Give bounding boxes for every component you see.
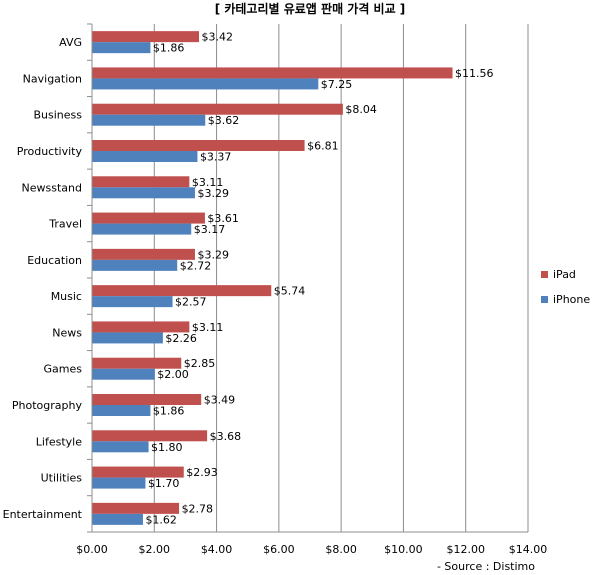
- category-label: Navigation: [23, 72, 82, 85]
- x-tick-label: $10.00: [384, 543, 423, 556]
- bar-iphone-photography: [92, 405, 151, 416]
- legend-swatch-iphone: [541, 296, 548, 303]
- data-label: $1.86: [153, 405, 185, 418]
- bar-iphone-lifestyle: [92, 441, 149, 453]
- data-label: $1.80: [151, 441, 183, 454]
- data-label: $1.70: [148, 477, 180, 490]
- data-label: $7.25: [321, 78, 353, 91]
- bar-ipad-news: [92, 321, 190, 333]
- bar-ipad-education: [92, 248, 195, 260]
- bar-ipad-utilities: [92, 466, 184, 478]
- category-label: Newsstand: [22, 181, 82, 194]
- data-label: $1.86: [153, 42, 185, 55]
- bar-iphone-navigation: [92, 78, 319, 90]
- data-label: $6.81: [307, 140, 339, 153]
- bar-ipad-productivity: [92, 140, 305, 151]
- bar-iphone-music: [92, 296, 173, 308]
- gridlines: [153, 24, 529, 532]
- x-tick-label: $4.00: [201, 543, 233, 556]
- category-label: Business: [33, 109, 82, 122]
- bar-iphone-business: [92, 114, 206, 126]
- bar-ipad-music: [92, 285, 272, 297]
- data-label: $3.68: [210, 430, 242, 443]
- category-label: AVG: [59, 36, 82, 49]
- bar-iphone-news: [92, 332, 163, 344]
- x-tick-label: $0.00: [76, 543, 108, 556]
- bar-iphone-games: [92, 368, 155, 380]
- legend-label-ipad: iPad: [553, 268, 576, 281]
- data-label: $2.85: [184, 357, 216, 370]
- data-label: $3.29: [197, 248, 229, 261]
- data-label: $8.04: [345, 103, 377, 116]
- category-label: Education: [27, 254, 82, 267]
- data-label: $2.57: [175, 296, 207, 309]
- data-label: $3.11: [192, 176, 224, 189]
- data-label: $3.42: [202, 31, 234, 44]
- data-label: $11.56: [455, 67, 494, 80]
- x-tick-label: $12.00: [446, 543, 485, 556]
- category-label: News: [52, 326, 82, 339]
- bar-ipad-travel: [92, 212, 205, 224]
- x-tick-label: $8.00: [325, 543, 357, 556]
- bar-iphone-utilities: [92, 477, 146, 489]
- data-label: $3.11: [192, 321, 224, 334]
- category-label: Music: [51, 290, 82, 303]
- bar-iphone-newsstand: [92, 187, 195, 199]
- category-label: Productivity: [17, 145, 83, 158]
- data-label: $2.00: [157, 368, 189, 381]
- bar-ipad-business: [92, 103, 343, 115]
- data-label: $2.93: [186, 466, 218, 479]
- data-label: $3.61: [207, 212, 239, 225]
- bar-ipad-navigation: [92, 67, 453, 79]
- bar-ipad-photography: [92, 394, 202, 405]
- data-label: $1.62: [145, 513, 177, 526]
- bar-ipad-games: [92, 357, 182, 369]
- x-tick-label: $6.00: [263, 543, 295, 556]
- legend-swatch-ipad: [541, 271, 548, 278]
- category-label: Lifestyle: [36, 435, 82, 448]
- bar-iphone-education: [92, 259, 178, 271]
- data-label: $3.17: [194, 223, 226, 236]
- chart-title: [ 카테고리별 유료앱 판매 가격 비교 ]: [215, 1, 406, 16]
- bar-ipad-entertainment: [92, 502, 180, 514]
- axes: $0.00 $2.00 $4.00 $6.00 $8.00 $10.00 $12.00 $14…: [3, 23, 548, 556]
- data-label: $3.29: [197, 187, 229, 200]
- bar-iphone-productivity: [92, 151, 198, 162]
- bar-iphone-entertainment: [92, 513, 143, 525]
- legend-label-iphone: iPhone: [553, 293, 590, 306]
- x-tick-label: $14.00: [509, 543, 548, 556]
- data-label: $3.62: [208, 114, 240, 127]
- category-label: Utilities: [41, 472, 83, 485]
- category-label: Entertainment: [3, 508, 83, 521]
- bar-iphone-travel: [92, 223, 192, 235]
- data-label: $2.26: [165, 332, 197, 345]
- bar-iphone-avg: [92, 42, 151, 54]
- source-note: - Source : Distimo: [437, 560, 535, 573]
- bar-ipad-lifestyle: [92, 430, 208, 442]
- data-label: $2.72: [180, 259, 212, 272]
- data-label: $3.49: [204, 394, 236, 407]
- category-label: Travel: [48, 218, 82, 231]
- data-label: $3.37: [200, 151, 232, 164]
- bar-ipad-avg: [92, 31, 200, 43]
- bar-ipad-newsstand: [92, 176, 190, 188]
- data-label: $2.78: [182, 502, 214, 515]
- category-label: Photography: [12, 399, 83, 412]
- bars: $3.42 $11.56 $8.04 $6.81 $3.11 $3.61 $3.29 $5.7…: [92, 31, 494, 526]
- category-label: Games: [44, 363, 83, 376]
- legend: iPad iPhone: [541, 268, 590, 306]
- x-tick-label: $2.00: [139, 543, 171, 556]
- data-label: $5.74: [274, 285, 306, 298]
